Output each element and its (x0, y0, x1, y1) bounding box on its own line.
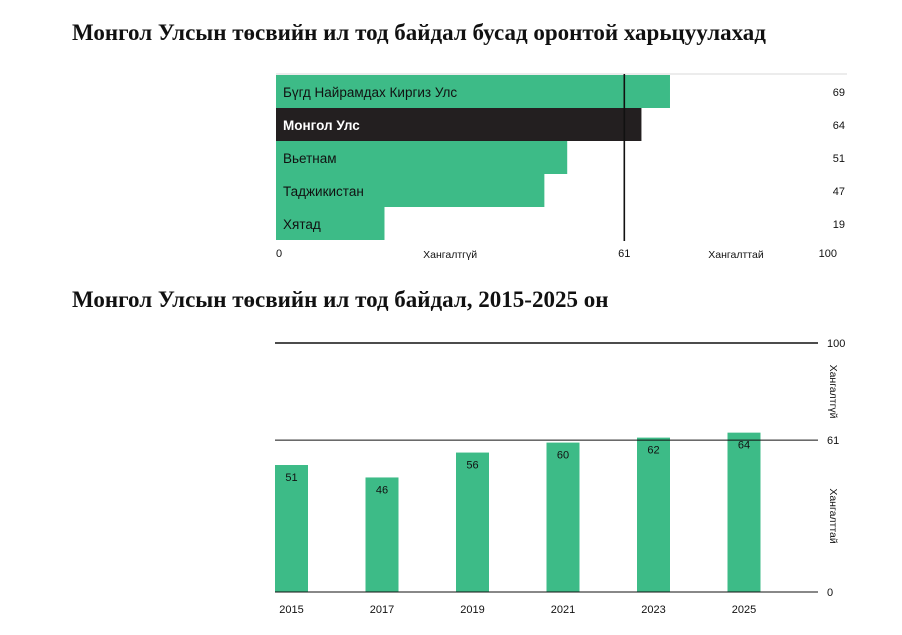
x-tick-2015: 2015 (279, 604, 303, 616)
x-tick-2023: 2023 (641, 604, 665, 616)
bar-3 (276, 174, 545, 207)
category-label-1: Монгол Улс (283, 118, 360, 133)
comparison-bar-chart: Бүгд Найрамдах Киргиз Улс 69 Монгол Улс 64 В… (276, 73, 847, 261)
chart2-title: Монгол Улсын төсвийн ил тод байдал, 2015… (72, 287, 609, 312)
bar-value-2021: 60 (557, 450, 569, 462)
category-label-4: Хятад (283, 217, 321, 232)
x-tick-2021: 2021 (551, 604, 575, 616)
bar-2015 (275, 465, 308, 592)
category-label-3: Таджикистан (283, 184, 364, 199)
axis-max-label: 100 (819, 248, 837, 260)
bar-1 (276, 108, 642, 141)
bar-2019 (456, 452, 489, 592)
bar-value-2019: 56 (466, 460, 478, 472)
bar-4 (276, 207, 385, 240)
value-label-2: 51 (833, 153, 845, 165)
chart1-title: Монгол Улсын төсвийн ил тод байдал бусад… (72, 20, 766, 45)
bar-value-2025: 64 (738, 440, 750, 452)
bar-2 (276, 141, 568, 174)
zone-below-label: Хангалтгүй (423, 249, 477, 261)
y-min-label: 0 (827, 587, 833, 599)
bar-2021 (546, 442, 580, 592)
value-label-4: 19 (833, 219, 845, 231)
value-label-0: 69 (833, 87, 845, 99)
bar-2023 (637, 437, 670, 592)
y-max-label: 100 (827, 338, 845, 350)
category-label-0: Бүгд Найрамдах Киргиз Улс (283, 85, 457, 100)
zone-lower-label: Хангалттай (827, 488, 839, 544)
bar-value-2023: 62 (647, 445, 659, 457)
y-threshold-label: 61 (827, 435, 839, 447)
zone-upper-label: Хангалтгүй (827, 365, 839, 419)
x-tick-2019: 2019 (460, 604, 484, 616)
axis-threshold-label: 61 (618, 248, 630, 260)
axis-min-label: 0 (276, 248, 282, 260)
x-tick-2025: 2025 (732, 604, 756, 616)
bar-value-2015: 51 (285, 472, 297, 484)
bar-0 (276, 75, 670, 108)
bar-2025 (727, 432, 761, 592)
value-label-1: 64 (833, 120, 845, 132)
bar-value-2017: 46 (376, 484, 388, 496)
bar-2017 (365, 477, 399, 592)
x-tick-2017: 2017 (370, 604, 394, 616)
zone-above-label: Хангалттай (708, 249, 764, 261)
category-label-2: Вьетнам (283, 151, 337, 166)
value-label-3: 47 (833, 186, 845, 198)
